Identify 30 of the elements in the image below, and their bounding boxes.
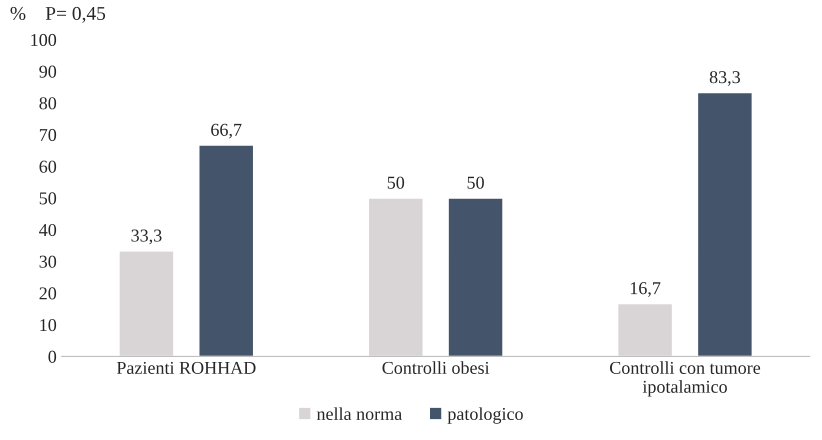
data-label: 33,3 <box>131 230 162 244</box>
data-label: 66,7 <box>211 124 242 138</box>
data-label: 16,7 <box>630 282 660 297</box>
bar <box>198 144 254 356</box>
y-tick-label: 10 <box>40 318 56 332</box>
legend-label: nella norma <box>316 407 402 420</box>
bar <box>118 250 175 356</box>
y-tick-label: 70 <box>40 128 56 142</box>
y-tick-label: 50 <box>40 192 56 204</box>
y-tick-label: 80 <box>39 97 56 110</box>
y-tick-label: 30 <box>40 256 56 268</box>
y-tick-label: 60 <box>40 160 56 173</box>
data-label: 50 <box>388 176 404 189</box>
x-tick-label: Controlli con tumore ipotalamico <box>610 361 760 397</box>
bar <box>368 197 424 356</box>
legend-label: patologico <box>448 407 523 424</box>
y-tick-label: 100 <box>31 34 56 46</box>
y-tick-label: 90 <box>39 66 56 78</box>
bar <box>696 92 754 356</box>
bar <box>447 197 504 356</box>
data-label: 50 <box>468 176 484 189</box>
y-tick-label: 20 <box>40 287 56 300</box>
y-axis-title: % <box>10 6 26 20</box>
x-tick-label: Controlli obesi <box>382 361 490 374</box>
x-tick-label: Pazienti ROHHAD <box>116 362 256 374</box>
y-tick-label: 40 <box>39 224 56 236</box>
bar <box>616 302 674 356</box>
data-label: 83,3 <box>710 71 740 86</box>
y-tick-label: 0 <box>48 350 56 363</box>
text: P= 0,45 <box>46 6 106 23</box>
